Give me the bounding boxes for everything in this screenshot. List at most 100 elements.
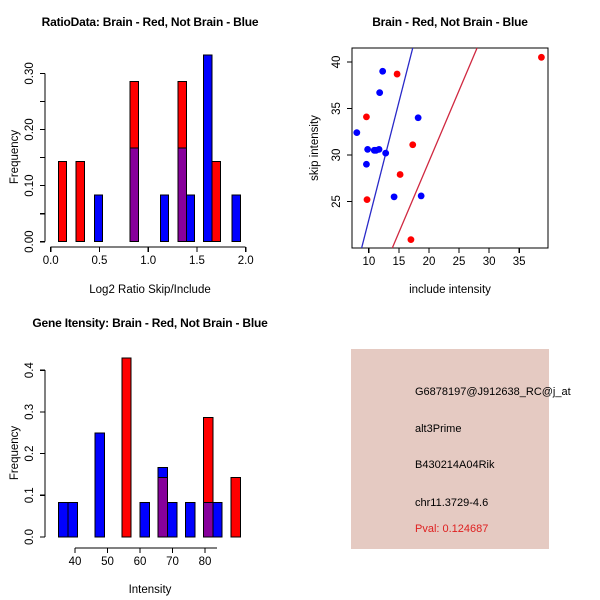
x-tick-label: 40 bbox=[69, 556, 82, 568]
fit-line-blue bbox=[360, 47, 414, 249]
histogram-bar bbox=[57, 501, 69, 538]
histogram-bar bbox=[212, 501, 223, 538]
histogram-bar bbox=[75, 160, 85, 243]
histogram-bar bbox=[231, 194, 241, 243]
bar-segment bbox=[185, 194, 196, 243]
y-tick-label: 0.2 bbox=[24, 446, 36, 462]
scatter-point-red bbox=[407, 236, 415, 244]
bar-segment bbox=[57, 160, 68, 243]
y-tick-label: 0.1 bbox=[24, 487, 36, 503]
y-tick-label: 0.00 bbox=[24, 231, 36, 253]
x-axis-label-scatter: include intensity bbox=[409, 284, 491, 296]
splice-type-text: alt3Prime bbox=[415, 423, 462, 435]
scatter-point-red bbox=[363, 196, 371, 204]
x-tick-label: 10 bbox=[362, 256, 375, 268]
histogram-bar bbox=[129, 80, 140, 243]
bar-segment bbox=[57, 501, 69, 538]
scatter-point-red bbox=[396, 171, 404, 178]
x-tick-label: 60 bbox=[134, 556, 147, 568]
histogram-bar bbox=[159, 194, 170, 243]
bar-segment bbox=[185, 501, 196, 538]
x-tick-label: 35 bbox=[513, 256, 526, 268]
bar-segment bbox=[159, 194, 170, 243]
scatter-point-red bbox=[409, 141, 417, 149]
chart-title-scatter: Brain - Red, Not Brain - Blue bbox=[372, 15, 528, 29]
gene-symbol-text: B430214A04Rik bbox=[415, 459, 495, 471]
x-tick-label: 0.0 bbox=[43, 255, 59, 267]
x-tick-label: 15 bbox=[393, 256, 406, 268]
histogram-bar bbox=[230, 476, 241, 538]
bar-segment bbox=[129, 147, 140, 243]
scatter-point-red bbox=[538, 53, 545, 61]
bar-segment bbox=[231, 194, 241, 243]
fit-line-red bbox=[391, 47, 478, 249]
histogram-bar bbox=[185, 501, 196, 538]
scatter-point-blue bbox=[376, 89, 384, 97]
gene-intensity-histogram-plot: 40 50 60 70 80 0.0 0.1 0.2 0.3 0.4 bbox=[24, 357, 241, 568]
y-tick-label: 35 bbox=[331, 102, 343, 115]
histogram-bar bbox=[167, 501, 178, 538]
ratio-histogram-plot: 0.0 0.5 1.0 1.5 2.0 0.00 0.10 0.20 0.30 bbox=[24, 54, 254, 267]
histogram-bar bbox=[203, 54, 213, 243]
histogram-bar bbox=[93, 194, 104, 243]
histogram-bar bbox=[211, 160, 221, 243]
bar-segment bbox=[202, 501, 214, 538]
bar-segment bbox=[93, 194, 104, 243]
histogram-bar bbox=[185, 194, 196, 243]
scatter-point-blue bbox=[417, 192, 425, 200]
bar-segment bbox=[177, 80, 187, 149]
histogram-bar bbox=[157, 466, 169, 538]
x-tick-label: 70 bbox=[166, 556, 179, 568]
scatter-point-blue bbox=[390, 193, 398, 201]
y-tick-label: 0.30 bbox=[24, 62, 36, 84]
histogram-bar bbox=[94, 432, 106, 538]
y-tick-label: 0.10 bbox=[24, 174, 36, 196]
y-tick-label: 25 bbox=[331, 195, 343, 208]
x-tick-label: 0.5 bbox=[91, 255, 107, 267]
scatter-point-red bbox=[393, 70, 401, 78]
bar-segment bbox=[139, 501, 150, 538]
bar-segment bbox=[121, 357, 132, 538]
bar-segment bbox=[157, 466, 169, 478]
bar-segment bbox=[157, 476, 169, 538]
chromosome-location-text: chr11.3729-4.6 bbox=[415, 497, 489, 509]
x-axis-label-gene-intensity: Intensity bbox=[128, 584, 172, 596]
y-tick-label: 0.20 bbox=[24, 118, 36, 140]
plot-box bbox=[351, 47, 549, 249]
bar-segment bbox=[203, 54, 213, 243]
scatter-point-blue bbox=[375, 145, 383, 153]
intensity-scatter-plot: 10 15 20 25 30 35 25 30 35 40 bbox=[331, 47, 549, 268]
x-axis-label-ratio-histogram: Log2 Ratio Skip/Include bbox=[89, 284, 211, 296]
bar-segment bbox=[211, 160, 221, 243]
x-tick-label: 80 bbox=[199, 556, 212, 568]
histogram-bar bbox=[139, 501, 150, 538]
histogram-bar bbox=[202, 417, 214, 538]
x-tick-label: 1.0 bbox=[140, 255, 156, 267]
y-tick-label: 30 bbox=[331, 149, 343, 162]
bar-segment bbox=[94, 432, 106, 538]
scatter-point-blue bbox=[414, 114, 422, 122]
histogram-bar bbox=[177, 80, 187, 243]
x-tick-label: 30 bbox=[483, 256, 496, 268]
x-tick-label: 20 bbox=[423, 256, 436, 268]
bar-segment bbox=[75, 160, 85, 243]
histogram-bar bbox=[57, 160, 68, 243]
scatter-point-blue bbox=[382, 149, 390, 157]
probe-id-text: G6878197@J912638_RC@j_at bbox=[415, 386, 571, 398]
y-tick-label: 0.0 bbox=[24, 529, 36, 545]
x-tick-label: 25 bbox=[453, 256, 466, 268]
scatter-point-blue bbox=[363, 160, 370, 168]
chart-title-ratio-histogram: RatioData: Brain - Red, Not Brain - Blue bbox=[41, 15, 259, 29]
histogram-bar bbox=[67, 501, 78, 538]
bar-segment bbox=[167, 501, 178, 538]
gene-info-box: G6878197@J912638_RC@j_at alt3Prime B4302… bbox=[351, 349, 571, 549]
histogram-bar bbox=[121, 357, 132, 538]
y-tick-label: 0.4 bbox=[24, 362, 36, 379]
x-tick-label: 1.5 bbox=[189, 255, 205, 267]
y-tick-label: 40 bbox=[331, 56, 343, 69]
bar-segment bbox=[129, 80, 140, 149]
chart-title-gene-intensity: Gene Itensity: Brain - Red, Not Brain - … bbox=[32, 316, 268, 330]
bar-segment bbox=[67, 501, 78, 538]
x-tick-label: 2.0 bbox=[238, 255, 254, 267]
scatter-point-blue bbox=[364, 145, 372, 153]
